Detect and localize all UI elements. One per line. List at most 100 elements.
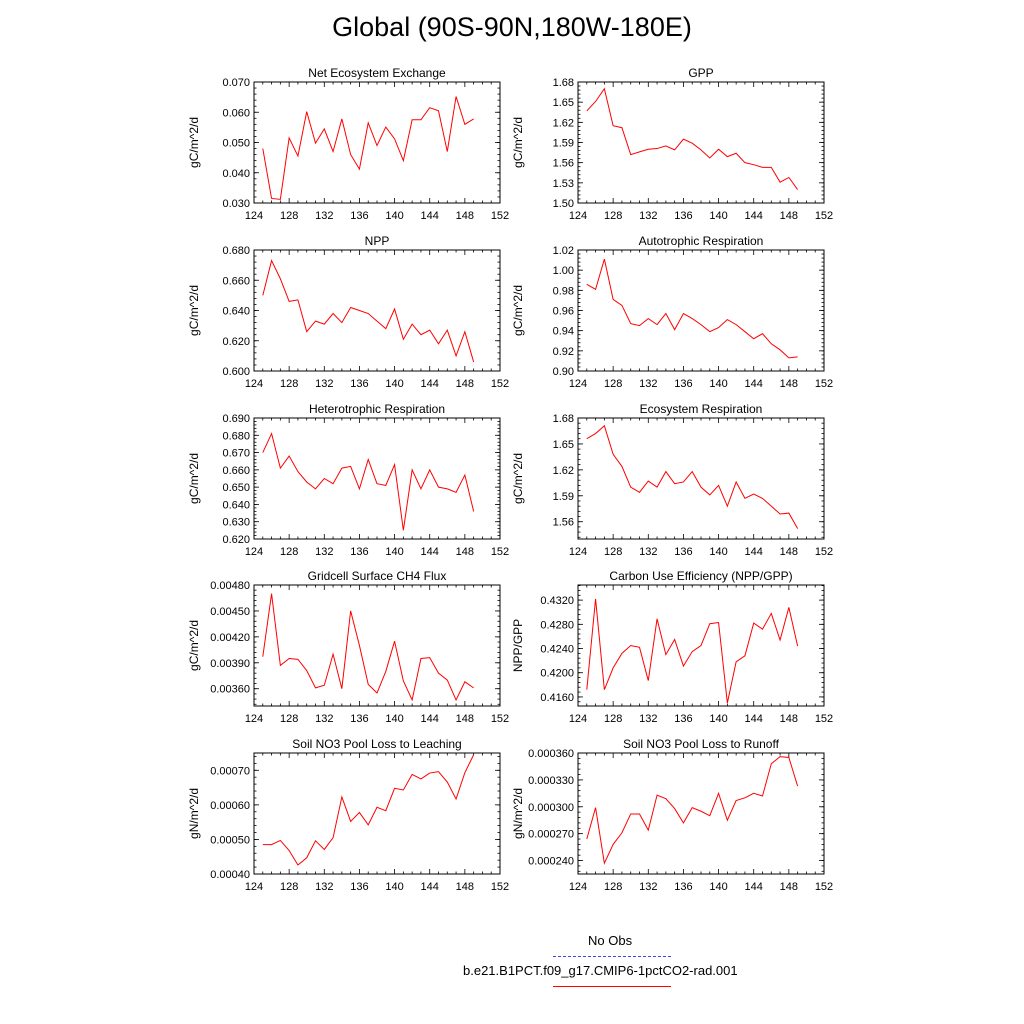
x-tick-label: 128 <box>604 378 622 390</box>
x-tick-label: 136 <box>350 881 368 893</box>
y-tick-label: 0.670 <box>222 448 250 460</box>
x-tick-label: 124 <box>569 881 587 893</box>
x-tick-label: 132 <box>315 378 333 390</box>
y-tick-label: 0.630 <box>222 517 250 529</box>
x-tick-label: 140 <box>709 546 727 558</box>
y-tick-label: 1.02 <box>553 245 574 257</box>
page-title: Global (90S-90N,180W-180E) <box>332 12 692 42</box>
y-tick-label: 1.62 <box>553 117 574 129</box>
y-tick-label: 0.00480 <box>210 580 250 592</box>
panel-autotrophic-respiration: Autotrophic Respiration gC/m^2/d 124 128 132… <box>511 234 833 390</box>
y-tick-label: 1.68 <box>553 77 574 89</box>
x-tick-label: 152 <box>815 210 833 222</box>
y-tick-label: 0.96 <box>553 306 574 318</box>
panel-title: Soil NO3 Pool Loss to Runoff <box>623 737 780 751</box>
x-tick-label: 132 <box>315 546 333 558</box>
y-tick-label: 0.690 <box>222 413 250 425</box>
panel-soil-no3-pool-loss-to-leaching: Soil NO3 Pool Loss to Leaching gN/m^2/d 12… <box>187 737 509 893</box>
x-tick-label: 144 <box>421 378 439 390</box>
x-tick-label: 152 <box>815 546 833 558</box>
y-axis-label: gN/m^2/d <box>511 788 525 839</box>
y-axis-label: NPP/GPP <box>511 619 525 672</box>
panel-heterotrophic-respiration: Heterotrophic Respiration gC/m^2/d 124 128 1… <box>187 402 509 558</box>
panel-title: Carbon Use Efficiency (NPP/GPP) <box>609 569 792 583</box>
x-tick-label: 124 <box>569 210 587 222</box>
x-tick-label: 152 <box>815 881 833 893</box>
x-tick-label: 124 <box>569 378 587 390</box>
panel-title: GPP <box>688 66 713 80</box>
y-tick-label: 0.680 <box>222 245 250 257</box>
y-tick-label: 1.65 <box>553 439 574 451</box>
panel-net-ecosystem-exchange: Net Ecosystem Exchange gC/m^2/d 124 128 132 1… <box>187 66 509 222</box>
y-tick-label: 1.00 <box>553 265 574 277</box>
x-tick-label: 140 <box>709 713 727 725</box>
y-tick-label: 1.56 <box>553 517 574 529</box>
x-tick-label: 140 <box>709 210 727 222</box>
x-tick-label: 144 <box>745 546 763 558</box>
series-line <box>586 598 799 704</box>
x-tick-label: 124 <box>569 546 587 558</box>
y-tick-label: 0.000240 <box>528 856 574 868</box>
x-tick-label: 140 <box>385 546 403 558</box>
y-tick-label: 0.050 <box>222 138 250 150</box>
x-tick-label: 144 <box>421 713 439 725</box>
x-tick-label: 152 <box>491 881 509 893</box>
x-tick-label: 140 <box>385 378 403 390</box>
x-tick-label: 132 <box>315 881 333 893</box>
x-tick-label: 132 <box>315 210 333 222</box>
x-tick-label: 124 <box>245 881 263 893</box>
panel-npp: NPP gC/m^2/d 124 128 132 136 140 144 148 152 0.600… <box>187 234 509 390</box>
panel-title: Heterotrophic Respiration <box>309 402 445 416</box>
y-tick-label: 0.640 <box>222 499 250 511</box>
series-line <box>262 259 475 363</box>
series-line <box>586 756 799 865</box>
x-tick-label: 128 <box>280 546 298 558</box>
y-tick-label: 0.070 <box>222 77 250 89</box>
y-tick-label: 0.640 <box>222 306 250 318</box>
series-line <box>262 96 474 200</box>
panel-soil-no3-pool-loss-to-runoff: Soil NO3 Pool Loss to Runoff gN/m^2/d 124 1… <box>511 737 833 893</box>
x-tick-label: 140 <box>709 881 727 893</box>
x-tick-label: 148 <box>456 378 474 390</box>
plot-frame <box>577 752 825 875</box>
panel-gpp: GPP gC/m^2/d 124 128 132 136 140 144 148 152 1.50 1… <box>511 66 833 222</box>
y-axis-label: gC/m^2/d <box>187 117 201 168</box>
x-tick-label: 152 <box>491 378 509 390</box>
y-tick-label: 0.4240 <box>540 644 574 656</box>
panel-title: Net Ecosystem Exchange <box>308 66 446 80</box>
x-tick-label: 128 <box>604 713 622 725</box>
y-tick-label: 0.90 <box>553 366 574 378</box>
series-line <box>586 258 798 359</box>
y-axis-label: gC/m^2/d <box>511 285 525 336</box>
y-tick-label: 0.000360 <box>528 748 574 760</box>
plot-frame <box>253 584 501 707</box>
series-line <box>262 432 475 531</box>
y-tick-label: 0.060 <box>222 107 250 119</box>
y-tick-label: 1.59 <box>553 138 574 150</box>
y-tick-label: 0.00040 <box>210 869 250 881</box>
y-axis-label: gC/m^2/d <box>187 453 201 504</box>
panel-title: Gridcell Surface CH4 Flux <box>308 569 447 583</box>
x-tick-label: 140 <box>709 378 727 390</box>
y-tick-label: 0.00060 <box>210 800 250 812</box>
y-tick-label: 0.00390 <box>210 658 250 670</box>
x-tick-label: 148 <box>780 210 798 222</box>
x-tick-label: 128 <box>604 881 622 893</box>
x-tick-label: 144 <box>421 546 439 558</box>
y-tick-label: 0.620 <box>222 336 250 348</box>
x-tick-label: 140 <box>385 210 403 222</box>
y-tick-label: 0.4280 <box>540 619 574 631</box>
x-tick-label: 136 <box>350 378 368 390</box>
x-tick-label: 148 <box>456 881 474 893</box>
y-tick-label: 1.53 <box>553 178 574 190</box>
x-tick-label: 128 <box>604 546 622 558</box>
plot-frame <box>577 81 825 204</box>
x-tick-label: 148 <box>780 546 798 558</box>
y-tick-label: 0.4200 <box>540 668 574 680</box>
x-tick-label: 144 <box>745 378 763 390</box>
x-tick-label: 152 <box>491 210 509 222</box>
x-tick-label: 124 <box>245 210 263 222</box>
y-tick-label: 0.00070 <box>210 765 250 777</box>
x-tick-label: 124 <box>245 546 263 558</box>
